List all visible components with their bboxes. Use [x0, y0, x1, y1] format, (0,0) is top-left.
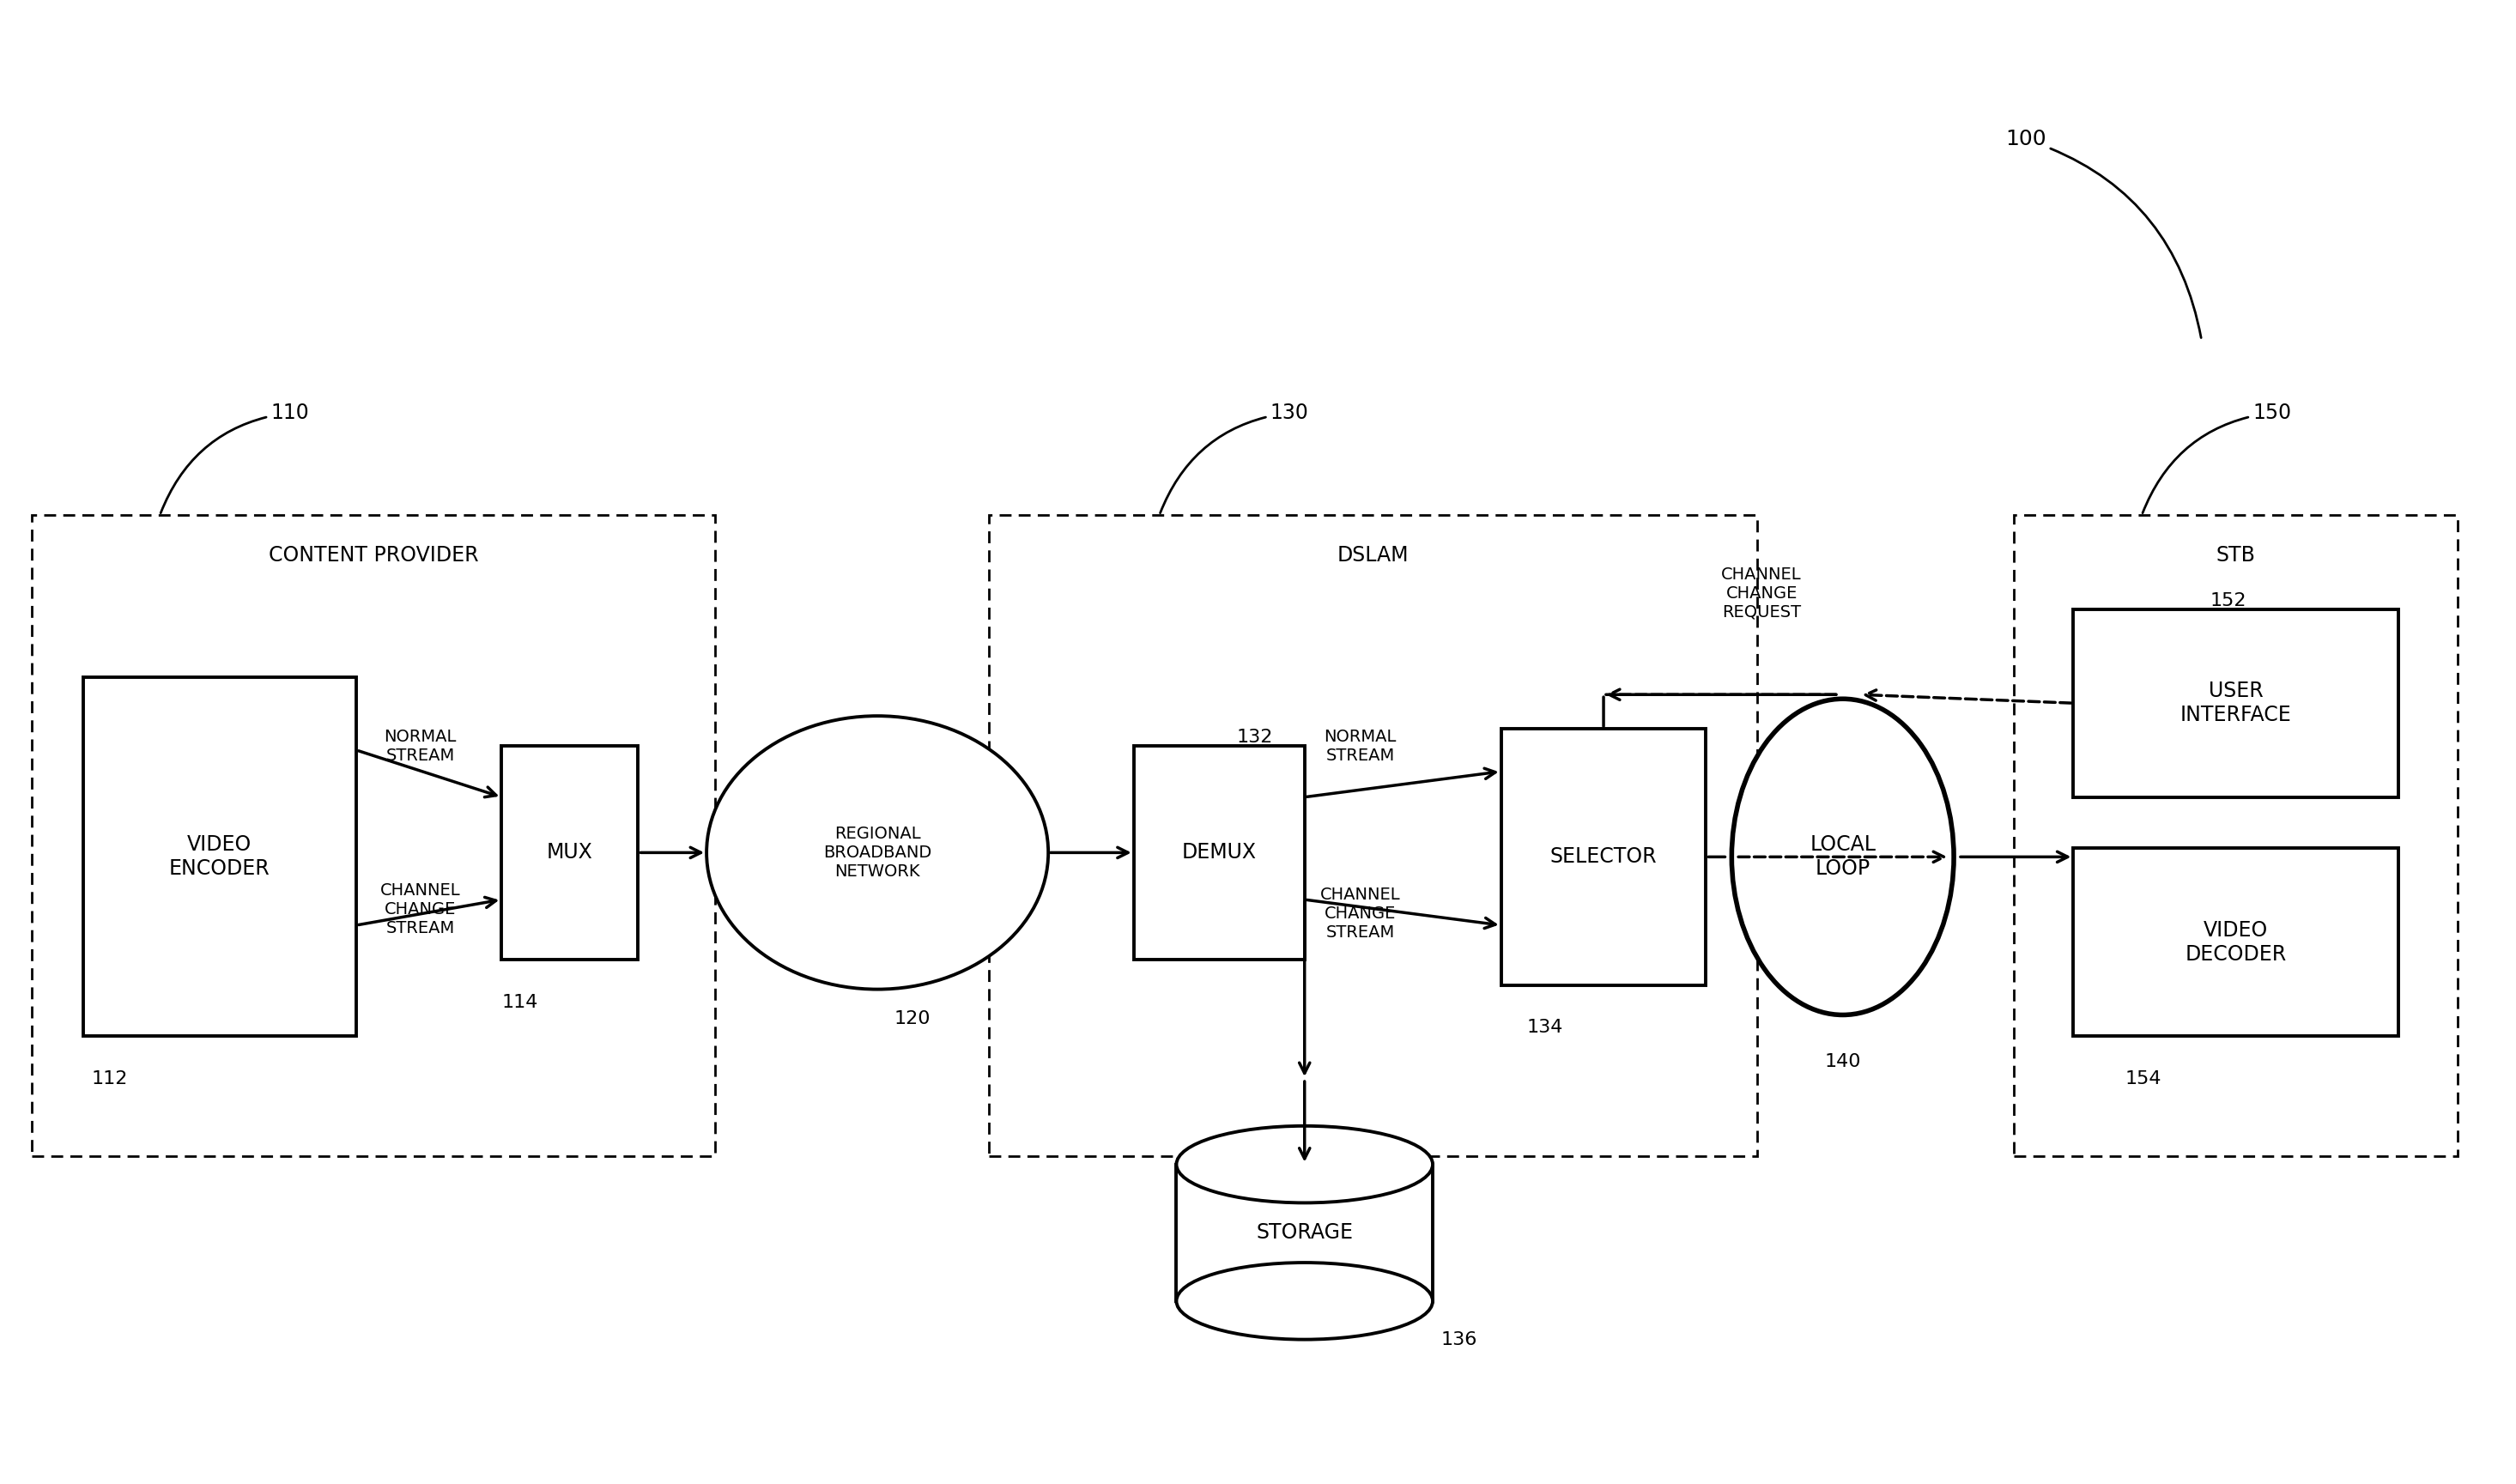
Text: 132: 132	[1235, 729, 1273, 746]
Text: MUX: MUX	[546, 843, 594, 862]
Text: 140: 140	[1824, 1054, 1862, 1070]
FancyBboxPatch shape	[2073, 849, 2398, 1036]
Text: VIDEO
ENCODER: VIDEO ENCODER	[169, 834, 269, 879]
Text: 134: 134	[1527, 1020, 1562, 1036]
Text: LOCAL
LOOP: LOCAL LOOP	[1809, 834, 1877, 879]
Text: 114: 114	[501, 994, 538, 1011]
FancyBboxPatch shape	[1135, 746, 1306, 959]
Text: 136: 136	[1442, 1331, 1477, 1347]
Ellipse shape	[1731, 699, 1955, 1015]
FancyBboxPatch shape	[2073, 608, 2398, 797]
Text: VIDEO
DECODER: VIDEO DECODER	[2184, 920, 2287, 965]
Text: NORMAL
STREAM: NORMAL STREAM	[385, 729, 455, 764]
Text: CHANNEL
CHANGE
REQUEST: CHANNEL CHANGE REQUEST	[1721, 567, 1801, 620]
Text: DEMUX: DEMUX	[1183, 843, 1255, 862]
Text: NORMAL
STREAM: NORMAL STREAM	[1323, 729, 1396, 764]
Text: SELECTOR: SELECTOR	[1550, 846, 1658, 867]
Text: 150: 150	[2144, 402, 2292, 513]
Text: 120: 120	[896, 1011, 931, 1028]
Text: CHANNEL
CHANGE
STREAM: CHANNEL CHANGE STREAM	[380, 883, 460, 936]
Ellipse shape	[1177, 1263, 1432, 1340]
FancyBboxPatch shape	[1177, 1165, 1432, 1301]
FancyBboxPatch shape	[83, 678, 357, 1036]
Text: STB: STB	[2217, 545, 2254, 565]
Text: DSLAM: DSLAM	[1336, 545, 1409, 565]
Text: 112: 112	[91, 1070, 128, 1088]
Text: CHANNEL
CHANGE
STREAM: CHANNEL CHANGE STREAM	[1321, 887, 1401, 941]
FancyBboxPatch shape	[501, 746, 639, 959]
Text: 110: 110	[161, 402, 309, 513]
Text: 100: 100	[2005, 129, 2202, 338]
Text: 130: 130	[1160, 402, 1308, 513]
Ellipse shape	[707, 715, 1049, 990]
Ellipse shape	[1177, 1126, 1432, 1204]
Text: 152: 152	[2209, 592, 2247, 610]
Text: USER
INTERFACE: USER INTERFACE	[2179, 681, 2292, 726]
FancyBboxPatch shape	[1502, 729, 1706, 985]
Text: REGIONAL
BROADBAND
NETWORK: REGIONAL BROADBAND NETWORK	[823, 825, 931, 880]
Text: 154: 154	[2124, 1070, 2161, 1088]
Text: CONTENT PROVIDER: CONTENT PROVIDER	[269, 545, 478, 565]
Text: STORAGE: STORAGE	[1255, 1223, 1354, 1244]
